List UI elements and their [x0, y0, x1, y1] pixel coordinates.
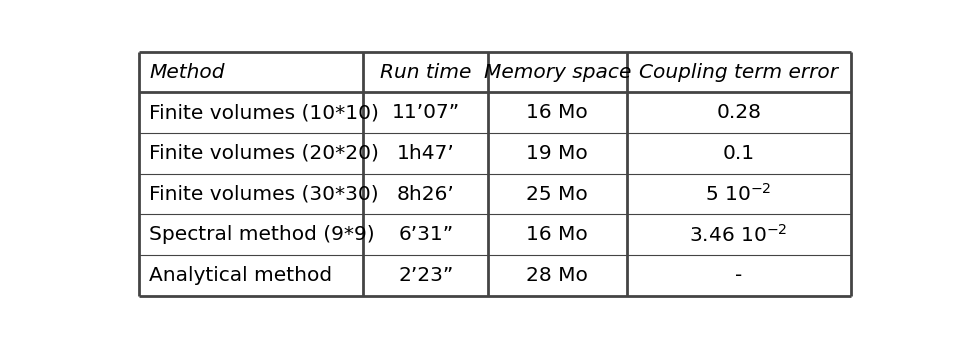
Text: -: - — [735, 266, 742, 285]
Text: 19 Mo: 19 Mo — [526, 144, 588, 163]
Text: Finite volumes (20*20): Finite volumes (20*20) — [149, 144, 379, 163]
Text: 0.28: 0.28 — [716, 103, 761, 122]
Text: 25 Mo: 25 Mo — [526, 184, 588, 204]
Text: Method: Method — [149, 63, 225, 82]
Text: 5 10: 5 10 — [716, 184, 761, 204]
Text: 11’07”: 11’07” — [391, 103, 460, 122]
Text: $\mathsf{5\ 10}^{\mathsf{-2}}$: $\mathsf{5\ 10}^{\mathsf{-2}}$ — [705, 183, 772, 205]
Text: 2’23”: 2’23” — [398, 266, 453, 285]
Text: 5 10: 5 10 — [716, 184, 761, 204]
Text: 8h26’: 8h26’ — [397, 184, 455, 204]
Text: Spectral method (9*9): Spectral method (9*9) — [149, 225, 375, 244]
Text: Coupling term error: Coupling term error — [639, 63, 838, 82]
Text: 16 Mo: 16 Mo — [526, 103, 588, 122]
Text: Finite volumes (10*10): Finite volumes (10*10) — [149, 103, 379, 122]
Text: Run time: Run time — [380, 63, 471, 82]
Text: 3.46 10: 3.46 10 — [700, 225, 777, 244]
Text: 16 Mo: 16 Mo — [526, 225, 588, 244]
Text: 28 Mo: 28 Mo — [526, 266, 588, 285]
Text: 3.46 10: 3.46 10 — [700, 225, 777, 244]
Text: 6’31”: 6’31” — [398, 225, 453, 244]
Text: Memory space: Memory space — [484, 63, 631, 82]
Text: 1h47’: 1h47’ — [397, 144, 455, 163]
Text: 0.1: 0.1 — [723, 144, 754, 163]
Text: $\mathsf{3.46\ 10}^{\mathsf{-2}}$: $\mathsf{3.46\ 10}^{\mathsf{-2}}$ — [690, 224, 788, 246]
Text: Finite volumes (30*30): Finite volumes (30*30) — [149, 184, 379, 204]
Text: Analytical method: Analytical method — [149, 266, 332, 285]
